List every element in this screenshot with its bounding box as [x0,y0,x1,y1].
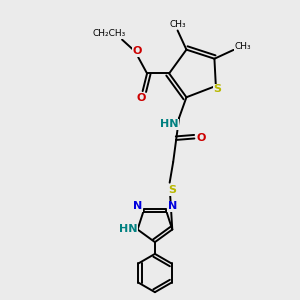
Text: N: N [133,201,142,211]
Text: S: S [168,185,176,195]
Text: S: S [213,85,221,94]
Text: HN: HN [160,119,178,129]
Text: HN: HN [119,224,137,235]
Text: N: N [167,201,177,211]
Text: CH₂CH₃: CH₂CH₃ [92,29,125,38]
Text: O: O [132,46,141,56]
Text: O: O [136,94,146,103]
Text: CH₃: CH₃ [169,20,186,28]
Text: O: O [196,133,206,143]
Text: CH₃: CH₃ [234,43,251,52]
